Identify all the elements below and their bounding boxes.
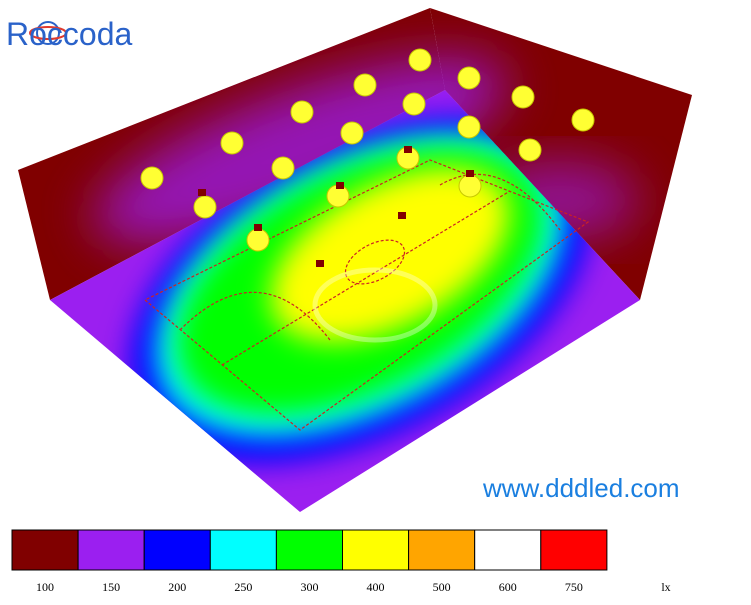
luminaire (246, 228, 270, 252)
logo: Roccoda (6, 16, 133, 52)
luminaire-housing (466, 170, 474, 177)
luminaire (458, 174, 482, 198)
luminaire-housing (254, 224, 262, 231)
court-lines (143, 159, 590, 431)
luminaire-housing (198, 189, 206, 196)
watermark (312, 267, 438, 343)
legend-swatch (275, 529, 343, 571)
legend-swatch (408, 529, 476, 571)
luminaire (220, 131, 244, 155)
luminaire-housing (336, 182, 344, 189)
luminaire (457, 115, 481, 139)
legend-swatch (77, 529, 145, 571)
legend-label: 300 (300, 580, 318, 594)
luminaire (402, 92, 426, 116)
logo-text: Roccoda (6, 16, 133, 52)
legend-label: 500 (433, 580, 451, 594)
legend-label: 200 (168, 580, 186, 594)
luminaire-housing (316, 260, 324, 267)
legend-swatch (143, 529, 211, 571)
luminaire (193, 195, 217, 219)
legend-swatch (474, 529, 542, 571)
luminaires (140, 48, 595, 267)
legend-swatch (209, 529, 277, 571)
room (18, 8, 692, 512)
legend-label: 600 (499, 580, 517, 594)
legend-swatch (540, 529, 608, 571)
luminaire (518, 138, 542, 162)
luminaire-housing (404, 146, 412, 153)
luminaire (571, 108, 595, 132)
legend-swatch (11, 529, 79, 571)
legend-swatch (342, 529, 410, 571)
legend-label: 100 (36, 580, 54, 594)
legend: 100 150 200 250 300 400 500 600 750 lx (11, 529, 671, 594)
luminaire (271, 156, 295, 180)
luminaire (457, 66, 481, 90)
luminaire (290, 100, 314, 124)
legend-label: 400 (367, 580, 385, 594)
legend-label: 250 (234, 580, 252, 594)
legend-label: 750 (565, 580, 583, 594)
luminaire (340, 121, 364, 145)
website: www.dddled.com (482, 473, 680, 503)
luminaire-housing (398, 212, 406, 219)
luminaire (511, 85, 535, 109)
legend-unit: lx (661, 580, 670, 594)
luminaire (408, 48, 432, 72)
luminaire (353, 73, 377, 97)
legend-label: 150 (102, 580, 120, 594)
luminaire (140, 166, 164, 190)
